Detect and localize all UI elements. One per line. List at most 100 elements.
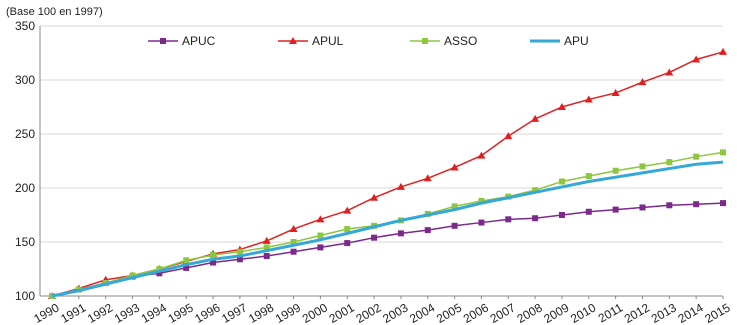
series-apuc-point [156, 270, 163, 277]
series-asso-point [451, 203, 458, 210]
series-line-apul [51, 51, 724, 297]
x-tick-label: 2010 [568, 300, 598, 325]
x-tick-label: 2006 [461, 300, 491, 325]
series-apul-point [557, 103, 566, 110]
series-asso-point [210, 251, 217, 258]
x-tick-label: 2013 [649, 300, 679, 325]
legend-item-apuc: APUC [148, 34, 216, 48]
y-tick-label: 300 [15, 73, 35, 87]
series-apuc-point [344, 240, 351, 247]
series-apul-point [316, 215, 325, 223]
series-asso-point [344, 226, 351, 233]
series-apuc-point [371, 234, 378, 241]
series-apul-point [396, 182, 405, 190]
series-apul-point [638, 78, 647, 86]
y-tick-label: 200 [15, 181, 35, 195]
series-asso-point [263, 244, 270, 251]
series-apuc-point [451, 222, 458, 229]
legend-label-apu: APU [564, 34, 589, 48]
series-apuc-point [505, 216, 512, 223]
series-apul-point [289, 225, 298, 233]
series-apuc-point [397, 230, 404, 237]
legend-apuc-point [160, 38, 166, 44]
series-apul-point [477, 151, 486, 159]
x-tick-label: 1992 [85, 300, 115, 325]
x-tick-label: 2005 [434, 300, 464, 325]
series-apul [48, 47, 727, 299]
series-apul-point [370, 193, 379, 201]
series-asso-point [317, 232, 324, 239]
legend-asso-point [422, 38, 428, 44]
series-asso-point [612, 167, 619, 174]
series-apuc-point [532, 215, 539, 222]
series-apuc-point [558, 212, 565, 218]
legend: APUC APUL ASSO APU [148, 34, 589, 48]
series-apul-point [692, 55, 701, 63]
x-tick-label: 1997 [219, 300, 249, 325]
series-apuc-point [183, 264, 190, 271]
series-asso-point [236, 248, 243, 255]
series-apuc-point [693, 201, 700, 208]
series-apuc-point [424, 227, 431, 234]
x-tick-label: 1994 [139, 300, 169, 325]
legend-apul-point [289, 37, 297, 44]
legend-item-apul: APUL [278, 34, 344, 48]
series-apul-point [343, 206, 352, 214]
series-apul-point [531, 114, 540, 122]
series-asso-point [478, 197, 485, 204]
series-apul-point [504, 132, 513, 140]
series-apuc-point [666, 202, 673, 209]
x-tick-label: 2007 [488, 300, 518, 325]
y-tick-label: 150 [15, 235, 35, 249]
x-tick-label: 2011 [596, 300, 626, 325]
series-lines [48, 47, 727, 299]
series-apul-point [584, 95, 593, 103]
series-apul-point [665, 68, 674, 76]
x-tick-label: 2000 [300, 300, 330, 325]
series-apuc-point [210, 259, 217, 266]
gridlines [40, 25, 723, 297]
x-tick-label: 2014 [676, 300, 706, 325]
series-apul-point [262, 236, 271, 244]
series-apuc-point [236, 256, 243, 263]
series-apuc-point [639, 204, 646, 211]
series-apuc-point [585, 208, 592, 215]
series-asso-point [693, 153, 700, 160]
legend-label-asso: ASSO [444, 34, 477, 48]
series-asso-point [666, 159, 673, 166]
series-line-apu [51, 160, 724, 298]
series-apuc-point [478, 219, 485, 226]
series-apul-point [450, 163, 459, 171]
y-tick-label: 250 [15, 127, 35, 141]
series-apuc-point [612, 206, 619, 213]
x-tick-label: 1990 [31, 300, 61, 325]
series-asso-point [156, 266, 163, 272]
x-tick-label: 2012 [622, 300, 652, 325]
x-tick-label: 1998 [246, 300, 276, 325]
x-tick-label: 1993 [112, 300, 142, 325]
series-asso-point [558, 178, 565, 185]
x-tick-label: 2008 [514, 300, 544, 325]
legend-label-apuc: APUC [182, 34, 216, 48]
x-tick-label: 1996 [192, 300, 222, 325]
series-apuc-point [720, 200, 726, 207]
series-apuc-point [317, 244, 324, 251]
x-tick-label: 2002 [353, 300, 383, 325]
series-asso-point [639, 163, 646, 170]
series-apul-point [423, 174, 432, 182]
series-apul-point [719, 47, 727, 55]
x-tick-label: 2001 [327, 300, 357, 325]
series-apuc-point [290, 248, 297, 255]
x-tick-label: 2004 [407, 300, 437, 325]
series-asso-point [183, 257, 190, 264]
y-tick-label: 100 [15, 289, 35, 303]
legend-label-apul: APUL [312, 34, 344, 48]
x-tick-label: 2003 [380, 300, 410, 325]
series-apuc [49, 200, 726, 299]
series-asso-point [532, 187, 539, 194]
series-asso-point [129, 272, 136, 279]
x-tick-label: 1991 [58, 300, 88, 325]
series-asso-point [290, 239, 297, 245]
series-apul-point [611, 88, 620, 96]
